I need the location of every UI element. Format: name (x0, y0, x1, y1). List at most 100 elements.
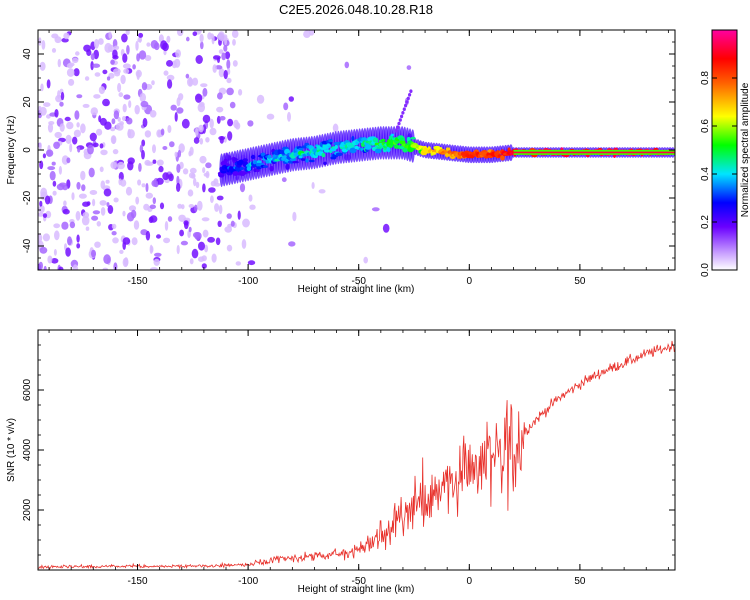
ridge-blob (323, 149, 331, 153)
ridge-blob (298, 147, 304, 151)
top-y-tick-label: -40 (22, 238, 33, 253)
noise-blob (119, 249, 124, 254)
noise-blob (122, 210, 126, 217)
noise-blob (266, 113, 275, 120)
noise-blob (92, 63, 101, 68)
noise-blob (107, 205, 114, 214)
noise-blob (80, 123, 86, 134)
noise-blob (247, 120, 254, 127)
noise-blob (39, 61, 46, 71)
noise-blob (223, 45, 228, 52)
noise-blob (42, 153, 47, 159)
top-y-axis-label: Frequency (Hz) (6, 116, 17, 185)
noise-blob (47, 255, 53, 264)
ridge-blob (445, 147, 451, 151)
noise-blob (140, 100, 149, 108)
noise-blob (103, 188, 112, 197)
bottom-y-axis-label: SNR (10 * v/v) (6, 418, 17, 482)
noise-blob (69, 143, 73, 153)
noise-blob (202, 183, 206, 193)
noise-blob (43, 265, 47, 270)
top-y-tick-label: 40 (22, 48, 33, 60)
ridge-blob (328, 139, 333, 143)
noise-blob (125, 30, 130, 36)
noise-blob (99, 200, 107, 206)
noise-blob (51, 48, 57, 53)
noise-blob (137, 179, 142, 186)
noise-blob (207, 236, 216, 243)
noise-blob (226, 213, 232, 219)
noise-blob (118, 92, 124, 98)
noise-blob (125, 186, 133, 196)
noise-blob (98, 115, 102, 123)
noise-blob (113, 45, 120, 51)
noise-blob (76, 122, 80, 128)
noise-blob (65, 134, 72, 144)
noise-blob (344, 61, 350, 69)
bottom-x-tick-label: -100 (238, 576, 258, 587)
noise-blob (197, 200, 203, 211)
noise-blob (176, 175, 180, 186)
ridge-blob (233, 158, 238, 162)
top-x-tick-label: 0 (467, 276, 473, 287)
top-y-tick-label: 20 (22, 96, 33, 108)
noise-blob (115, 122, 124, 131)
noise-blob (238, 89, 243, 96)
noise-blob (198, 101, 205, 108)
noise-blob (149, 110, 157, 118)
noise-blob (85, 226, 90, 231)
noise-blob (193, 177, 197, 187)
spur-blob (402, 107, 406, 111)
noise-blob (113, 262, 118, 270)
bottom-x-tick-label: -50 (351, 576, 366, 587)
noise-blob (112, 49, 118, 59)
noise-blob (117, 161, 125, 170)
noise-blob (150, 267, 158, 270)
noise-blob (152, 197, 156, 205)
colorbar-ticks: 0.0 0.2 0.4 0.6 0.8 (700, 71, 737, 277)
noise-blob (201, 263, 207, 269)
noise-blob (84, 76, 90, 81)
noise-blob (164, 221, 169, 231)
noise-blob (153, 258, 160, 266)
noise-blob (38, 142, 42, 151)
noise-blob (59, 123, 65, 132)
top-y-tick-label: -20 (22, 190, 33, 205)
noise-blob (167, 79, 173, 89)
noise-blob (122, 116, 126, 121)
noise-blob (198, 124, 204, 133)
noise-blob (82, 201, 90, 207)
noise-blob (303, 30, 311, 38)
ridge-blob (308, 159, 315, 163)
noise-blob (100, 180, 106, 189)
noise-blob (195, 55, 203, 64)
colorbar-tick-label: 0.6 (700, 119, 711, 133)
noise-blob (137, 37, 142, 43)
noise-blob (38, 212, 45, 217)
noise-blob (176, 182, 181, 192)
ridge-blob (380, 138, 386, 142)
ridge-blob (347, 144, 355, 148)
noise-blob (159, 202, 165, 210)
noise-blob (45, 149, 54, 157)
noise-blob (43, 102, 51, 107)
noise-blob (192, 77, 199, 86)
noise-blob (113, 197, 119, 203)
noise-blob (91, 249, 96, 258)
noise-blob (138, 32, 144, 38)
noise-blob (201, 217, 210, 222)
ridge-blob (410, 136, 416, 140)
noise-blob (215, 237, 221, 246)
noise-blob (52, 180, 57, 187)
noise-blob (151, 80, 155, 86)
noise-blob (189, 258, 194, 265)
noise-blob (176, 163, 181, 173)
ridge-blob (390, 133, 395, 137)
noise-blob (199, 155, 207, 164)
noise-blob (50, 258, 59, 264)
noise-blob (226, 87, 234, 96)
noise-blob (176, 107, 184, 114)
noise-blob (80, 170, 86, 181)
ridge-blob (374, 148, 382, 154)
noise-blob (221, 52, 227, 61)
